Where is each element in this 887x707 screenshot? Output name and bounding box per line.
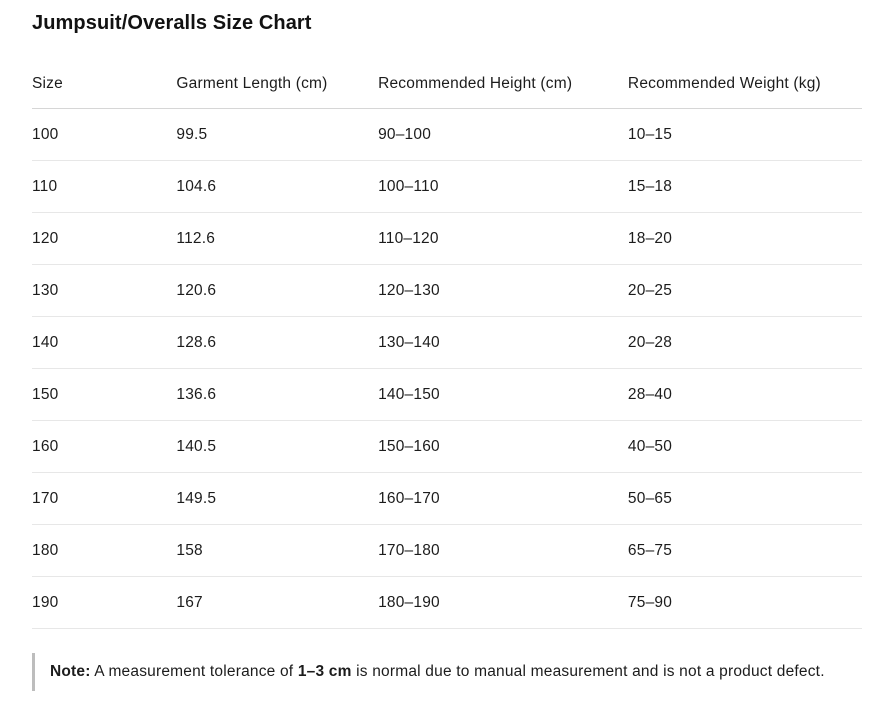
table-cell-recommended-weight: 20–28	[627, 316, 862, 369]
table-cell-recommended-weight: 40–50	[627, 420, 862, 473]
size-chart-table: Size Garment Length (cm) Recommended Hei…	[32, 65, 862, 629]
table-cell-recommended-height: 120–130	[378, 264, 628, 317]
table-cell-size: 190	[32, 576, 177, 629]
column-header-recommended-height: Recommended Height (cm)	[378, 65, 628, 109]
table-cell-garment-length: 112.6	[176, 212, 379, 265]
table-cell-size: 120	[32, 212, 177, 265]
table-cell-size: 140	[32, 316, 177, 369]
table-cell-garment-length: 140.5	[176, 420, 379, 473]
table-cell-garment-length: 158	[176, 524, 379, 577]
column-header-garment-length: Garment Length (cm)	[176, 65, 379, 109]
table-cell-recommended-weight: 10–15	[627, 108, 862, 161]
table-row: 140 128.6 130–140 20–28	[32, 316, 862, 369]
table-row: 110 104.6 100–110 15–18	[32, 160, 862, 213]
table-row: 180 158 170–180 65–75	[32, 524, 862, 577]
table-cell-recommended-height: 130–140	[378, 316, 628, 369]
table-cell-recommended-height: 160–170	[378, 472, 628, 525]
table-row: 100 99.5 90–100 10–15	[32, 108, 862, 161]
table-cell-garment-length: 104.6	[176, 160, 379, 213]
table-cell-garment-length: 149.5	[176, 472, 379, 525]
column-header-recommended-weight: Recommended Weight (kg)	[627, 65, 862, 109]
table-cell-garment-length: 136.6	[176, 368, 379, 421]
table-cell-garment-length: 128.6	[176, 316, 379, 369]
table-cell-garment-length: 120.6	[176, 264, 379, 317]
table-cell-recommended-height: 150–160	[378, 420, 628, 473]
table-cell-size: 170	[32, 472, 177, 525]
note-label: Note:	[50, 663, 91, 680]
column-header-size: Size	[32, 65, 177, 109]
table-cell-size: 150	[32, 368, 177, 421]
table-cell-size: 180	[32, 524, 177, 577]
table-cell-recommended-height: 180–190	[378, 576, 628, 629]
page-title: Jumpsuit/Overalls Size Chart	[32, 12, 312, 34]
table-cell-garment-length: 99.5	[176, 108, 379, 161]
table-cell-recommended-weight: 65–75	[627, 524, 862, 577]
note-text-2: is normal due to manual measurement and …	[351, 663, 825, 680]
table-cell-recommended-weight: 15–18	[627, 160, 862, 213]
table-cell-recommended-height: 100–110	[378, 160, 628, 213]
table-row: 130 120.6 120–130 20–25	[32, 264, 862, 317]
table-cell-size: 110	[32, 160, 177, 213]
table-cell-recommended-height: 110–120	[378, 212, 628, 265]
note-text-1: A measurement tolerance of	[90, 663, 298, 680]
note-tolerance-value: 1–3 cm	[297, 663, 352, 680]
table-cell-recommended-height: 140–150	[378, 368, 628, 421]
table-row: 120 112.6 110–120 18–20	[32, 212, 862, 265]
table-cell-recommended-weight: 50–65	[627, 472, 862, 525]
table-cell-recommended-height: 90–100	[378, 108, 628, 161]
table-cell-recommended-height: 170–180	[378, 524, 628, 577]
measurement-note: Note: A measurement tolerance of 1–3 cm …	[32, 653, 862, 691]
table-cell-garment-length: 167	[176, 576, 379, 629]
table-cell-size: 130	[32, 264, 177, 317]
table-cell-recommended-weight: 75–90	[627, 576, 862, 629]
table-header-row: Size Garment Length (cm) Recommended Hei…	[32, 65, 862, 109]
table-cell-size: 100	[32, 108, 177, 161]
table-cell-recommended-weight: 28–40	[627, 368, 862, 421]
table-cell-size: 160	[32, 420, 177, 473]
table-cell-recommended-weight: 18–20	[627, 212, 862, 265]
table-header: Size Garment Length (cm) Recommended Hei…	[32, 65, 862, 109]
table-row: 170 149.5 160–170 50–65	[32, 472, 862, 525]
size-table-body: 100 99.5 90–100 10–15 110 104.6 100–110 15–18 12…	[32, 108, 862, 629]
table-cell-recommended-weight: 20–25	[627, 264, 862, 317]
table-row: 190 167 180–190 75–90	[32, 576, 862, 629]
table-row: 160 140.5 150–160 40–50	[32, 420, 862, 473]
table-row: 150 136.6 140–150 28–40	[32, 368, 862, 421]
